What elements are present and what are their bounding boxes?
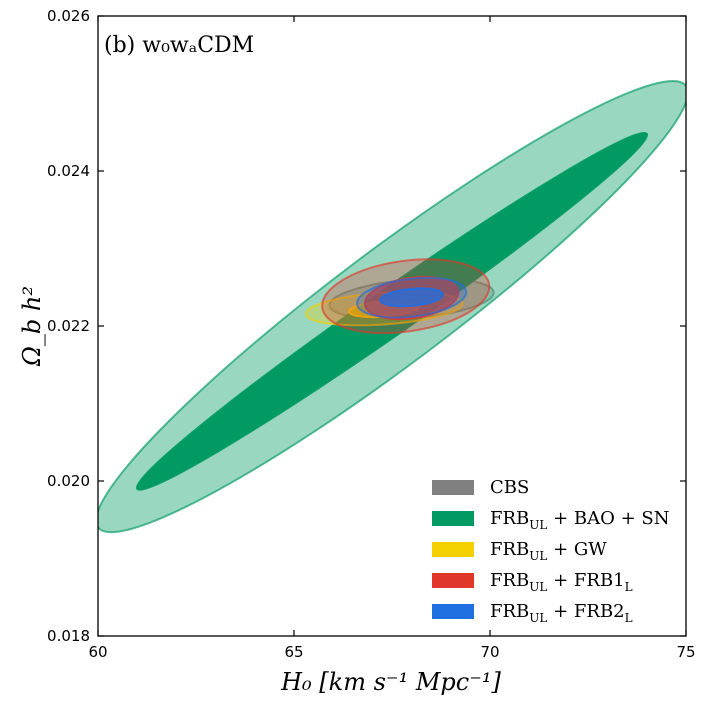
legend-label-0: CBS	[490, 477, 529, 498]
y-tick-label-3: 0.024	[47, 162, 90, 180]
legend-swatch-2	[432, 542, 474, 557]
contour-68-series-4	[379, 287, 444, 308]
legend-item-2: FRBUL + GW	[432, 539, 607, 563]
legend-label-3: FRBUL + FRB1L	[490, 570, 633, 594]
x-axis-label: H₀ [km s⁻¹ Mpc⁻¹]	[280, 668, 501, 696]
legend: CBS FRBUL + BAO + SN FRBUL + GW FRBUL + FRB…	[432, 477, 670, 625]
y-tick-label-0: 0.018	[47, 627, 90, 645]
tick-layer: 60 65 70 75 0.018 0.020 0.022 0.024 0.026	[47, 7, 696, 661]
legend-item-3: FRBUL + FRB1L	[432, 570, 633, 594]
legend-item-4: FRBUL + FRB2L	[432, 601, 633, 625]
legend-label-4: FRBUL + FRB2L	[490, 601, 633, 625]
legend-item-0: CBS	[432, 477, 529, 498]
x-tick-label-0: 60	[88, 643, 107, 661]
legend-swatch-0	[432, 480, 474, 495]
x-tick-label-2: 70	[480, 643, 499, 661]
legend-swatch-3	[432, 573, 474, 588]
legend-label-1: FRBUL + BAO + SN	[490, 508, 670, 532]
legend-item-1: FRBUL + BAO + SN	[432, 508, 670, 532]
y-axis-label: Ω_b h²	[18, 286, 46, 367]
panel-label: (b) w₀wₐCDM	[104, 33, 254, 58]
x-tick-label-3: 75	[676, 643, 695, 661]
series-4	[356, 276, 468, 319]
y-tick-label-2: 0.022	[47, 317, 90, 335]
legend-swatch-1	[432, 511, 474, 526]
y-tick-label-4: 0.026	[47, 7, 90, 25]
contour-layer	[98, 80, 686, 534]
y-tick-label-1: 0.020	[47, 472, 90, 490]
x-tick-label-1: 65	[284, 643, 303, 661]
legend-swatch-4	[432, 604, 474, 619]
legend-label-2: FRBUL + GW	[490, 539, 607, 563]
